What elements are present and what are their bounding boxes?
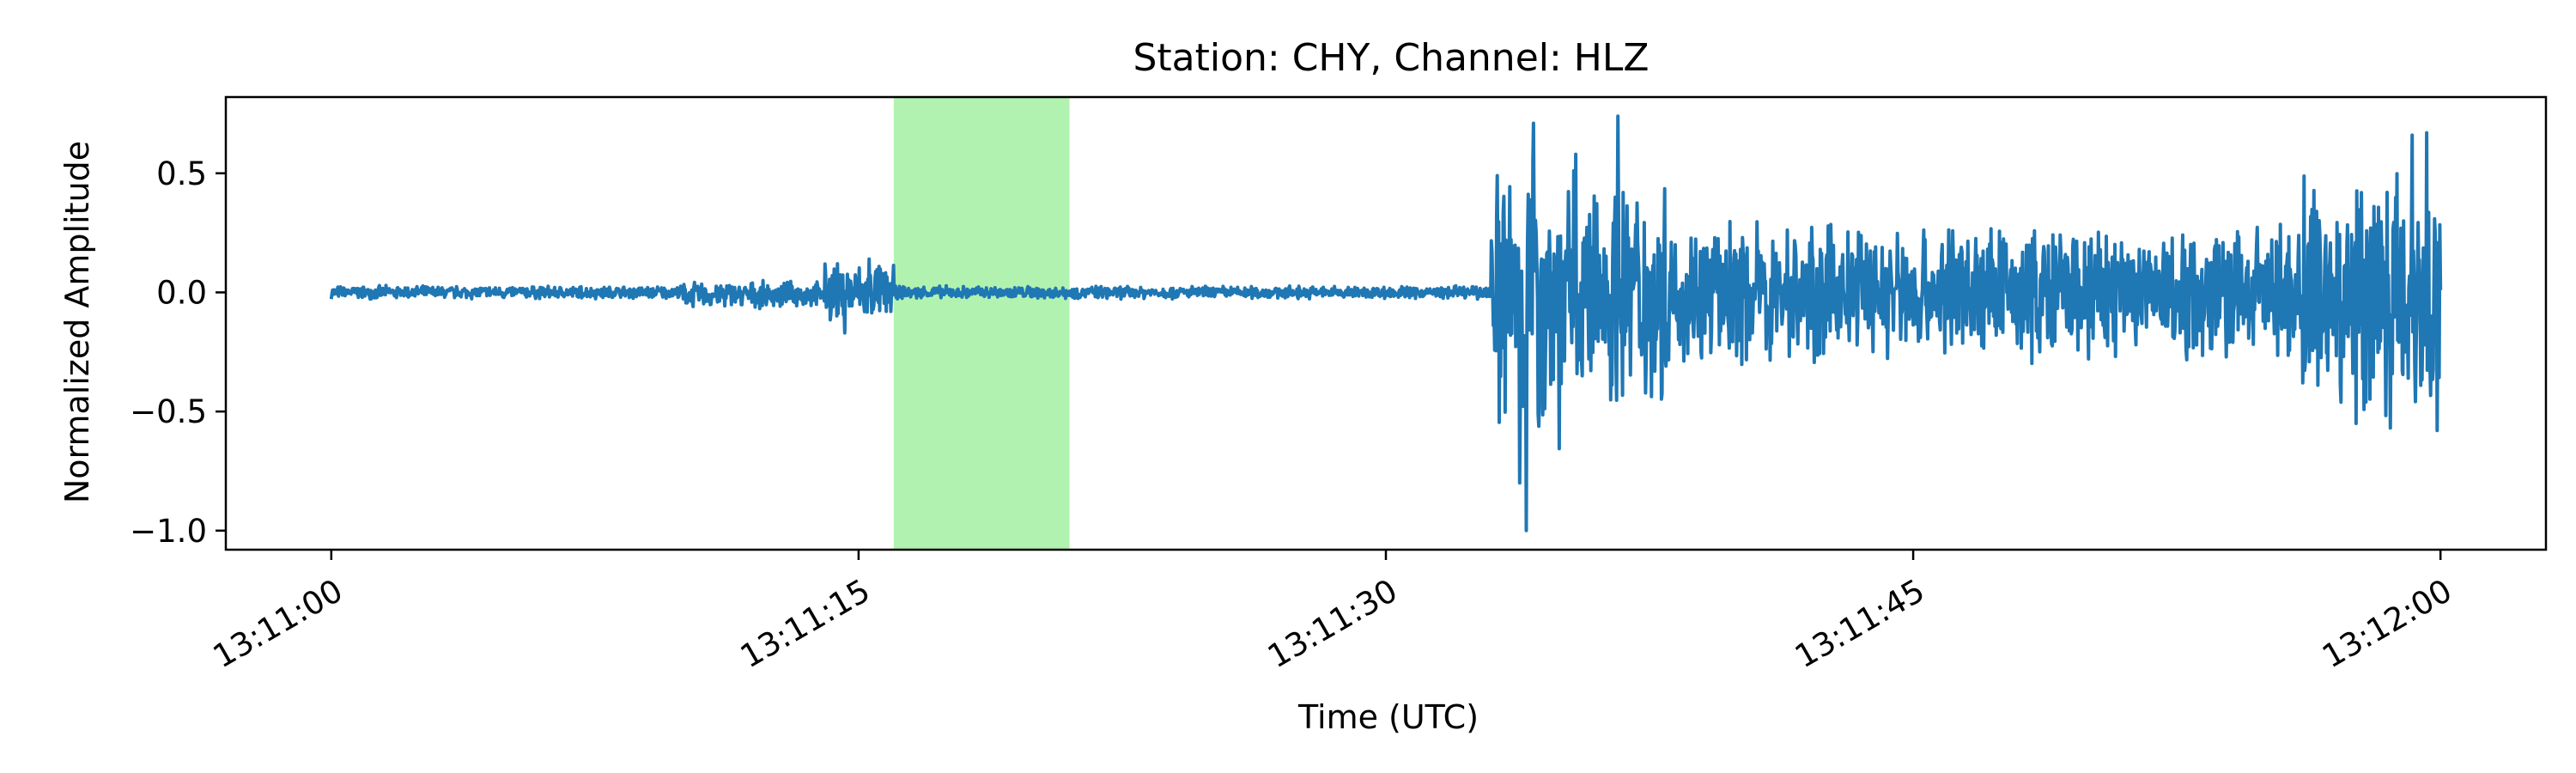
x-tick-label: 13:11:45 <box>1789 572 1930 675</box>
x-axis-label: Time (UTC) <box>1297 698 1479 736</box>
highlight-window <box>893 97 1070 550</box>
x-tick-label: 13:11:30 <box>1261 572 1403 675</box>
x-tick-label: 13:11:15 <box>734 572 876 675</box>
chart-title: Station: CHY, Channel: HLZ <box>1133 36 1649 80</box>
y-tick-label: 0.5 <box>156 155 207 192</box>
y-axis-label: Normalized Amplitude <box>58 141 96 503</box>
x-tick-label: 13:12:00 <box>2316 572 2458 675</box>
waveform-line <box>329 114 2443 533</box>
y-tick-label: −1.0 <box>130 513 207 550</box>
y-tick-label: 0.0 <box>156 274 207 311</box>
x-tick-label: 13:11:00 <box>207 572 349 675</box>
plot-area: 0.5 0.0 −0.5 −1.013:11:00 13:11:15 13:11:30 13… <box>130 95 2548 675</box>
y-tick-label: −0.5 <box>130 393 207 430</box>
